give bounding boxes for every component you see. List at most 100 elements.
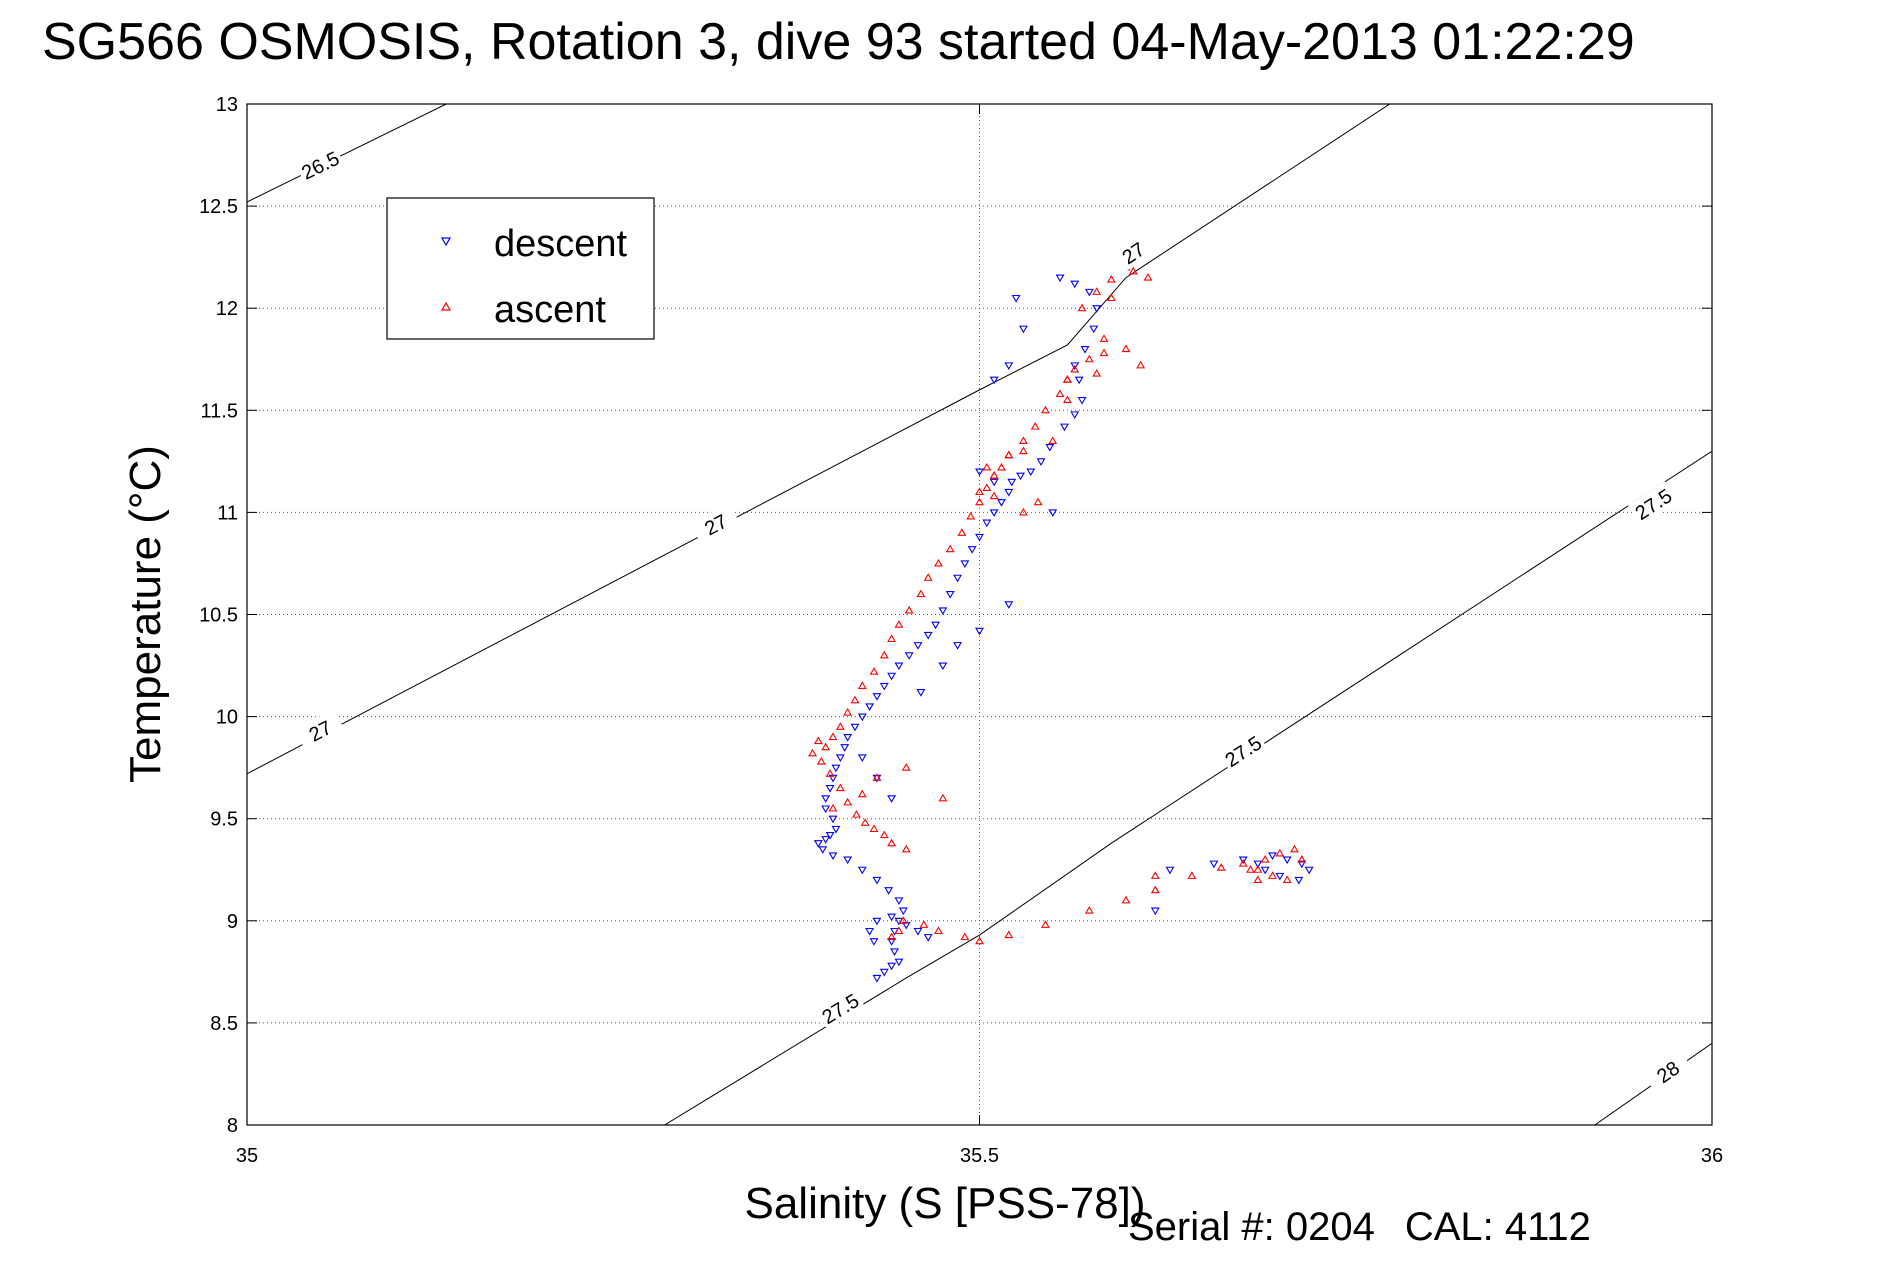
- ascent-point: [813, 736, 823, 745]
- descent-point: [1070, 411, 1080, 419]
- descent-point: [1026, 468, 1036, 477]
- ascent-point: [901, 763, 911, 771]
- ascent-point: [851, 810, 861, 818]
- axis-ticks: 35 35.5 36 8 8.5 9 9.5 10 10.5 11 11.5 12 12.5 13: [199, 94, 1723, 1167]
- ascent-point: [1004, 930, 1014, 939]
- descent-point: [1092, 305, 1102, 313]
- ascent-point: [1004, 450, 1014, 459]
- ascent-point: [1128, 266, 1138, 275]
- ascent-point: [857, 789, 867, 798]
- descent-point: [916, 689, 926, 697]
- ascent-point: [1084, 905, 1094, 914]
- ascent-point: [1246, 865, 1255, 873]
- ascent-point: [901, 844, 911, 853]
- descent-point: [1260, 866, 1270, 875]
- density-contour-line: [664, 450, 1712, 1125]
- ascent-point: [1048, 436, 1058, 444]
- y-tick-label: 11.5: [201, 400, 238, 422]
- descent-point: [894, 897, 904, 905]
- ascent-point: [850, 695, 860, 704]
- descent-point: [953, 642, 962, 650]
- ascent-point: [945, 544, 955, 553]
- ascent-point: [916, 589, 926, 598]
- ascent-point: [1187, 871, 1197, 879]
- y-tick-label: 9.5: [210, 809, 238, 831]
- ascent-point: [1253, 865, 1263, 873]
- descent-point: [887, 672, 897, 681]
- descent-point: [975, 533, 984, 542]
- ascent-point: [1297, 854, 1307, 863]
- ascent-point: [1275, 848, 1285, 857]
- descent-point: [1036, 458, 1046, 466]
- descent-point: [843, 733, 853, 742]
- descent-point: [887, 938, 897, 946]
- descent-point: [1007, 478, 1017, 487]
- ascent-point: [872, 773, 882, 781]
- descent-point: [825, 785, 835, 793]
- descent-point: [1084, 288, 1094, 297]
- ascent-point: [989, 491, 999, 500]
- descent-point: [1089, 325, 1099, 334]
- calibration: CAL: 4112: [1404, 1205, 1591, 1249]
- ascent-point: [1099, 348, 1109, 357]
- descent-point: [884, 887, 894, 895]
- descent-point: [831, 764, 841, 773]
- series-ascent: [808, 262, 1307, 945]
- descent-point: [840, 744, 850, 752]
- ascent-point: [934, 926, 943, 935]
- y-tick-label: 8: [227, 1115, 238, 1137]
- ascent-point: [1150, 885, 1160, 894]
- ascent-point: [982, 483, 992, 491]
- legend-label-ascent: ascent: [494, 289, 606, 331]
- ascent-point: [1136, 360, 1146, 369]
- descent-point: [1150, 907, 1160, 916]
- y-tick-label: 12: [216, 298, 238, 320]
- descent-point: [1074, 376, 1084, 385]
- descent-point: [913, 642, 923, 650]
- ascent-point: [1238, 859, 1248, 867]
- descent-point: [835, 754, 845, 763]
- descent-point: [850, 723, 860, 732]
- ascent-point: [919, 920, 929, 928]
- chart-title: SG566 OSMOSIS, Rotation 3, dive 93 start…: [42, 13, 1635, 71]
- ascent-point: [879, 650, 889, 659]
- descent-point: [931, 621, 941, 630]
- ascent-point: [887, 932, 897, 941]
- descent-point: [953, 574, 962, 583]
- legend: descent ascent: [386, 197, 655, 340]
- ascent-point: [1106, 275, 1116, 283]
- ascent-point: [1143, 272, 1153, 281]
- ascent-point: [843, 707, 853, 716]
- descent-point: [938, 607, 948, 616]
- descent-point: [1297, 860, 1307, 869]
- descent-point: [821, 795, 831, 803]
- y-tick-label: 10.5: [199, 605, 238, 627]
- descent-point: [872, 693, 882, 701]
- ascent-point: [894, 620, 904, 628]
- ascent-point: [966, 511, 976, 520]
- ascent-point: [1150, 871, 1160, 879]
- ascent-point: [835, 722, 845, 730]
- ascent-point: [1099, 334, 1109, 342]
- descent-point: [869, 938, 879, 946]
- descent-point: [1238, 856, 1248, 865]
- ascent-point: [1070, 364, 1080, 373]
- descent-point: [1253, 860, 1263, 869]
- ascent-point: [1106, 293, 1116, 302]
- descent-point: [1055, 274, 1065, 283]
- descent-point: [1045, 444, 1055, 452]
- ascent-point: [1253, 875, 1263, 884]
- ascent-point: [1018, 446, 1028, 455]
- descent-point: [989, 376, 999, 385]
- descent-point: [1294, 876, 1304, 885]
- descent-point: [1282, 856, 1292, 865]
- ascent-point: [1092, 368, 1102, 377]
- descent-point: [872, 974, 882, 983]
- descent-point: [828, 852, 838, 861]
- ascent-point: [869, 667, 879, 675]
- ascent-point: [898, 916, 908, 924]
- y-tick-label: 13: [216, 94, 238, 116]
- y-tick-label: 8.5: [210, 1013, 238, 1035]
- ascent-point: [1040, 405, 1050, 414]
- serial-footer: Serial #: 0204 CAL: 4112: [1128, 1205, 1591, 1250]
